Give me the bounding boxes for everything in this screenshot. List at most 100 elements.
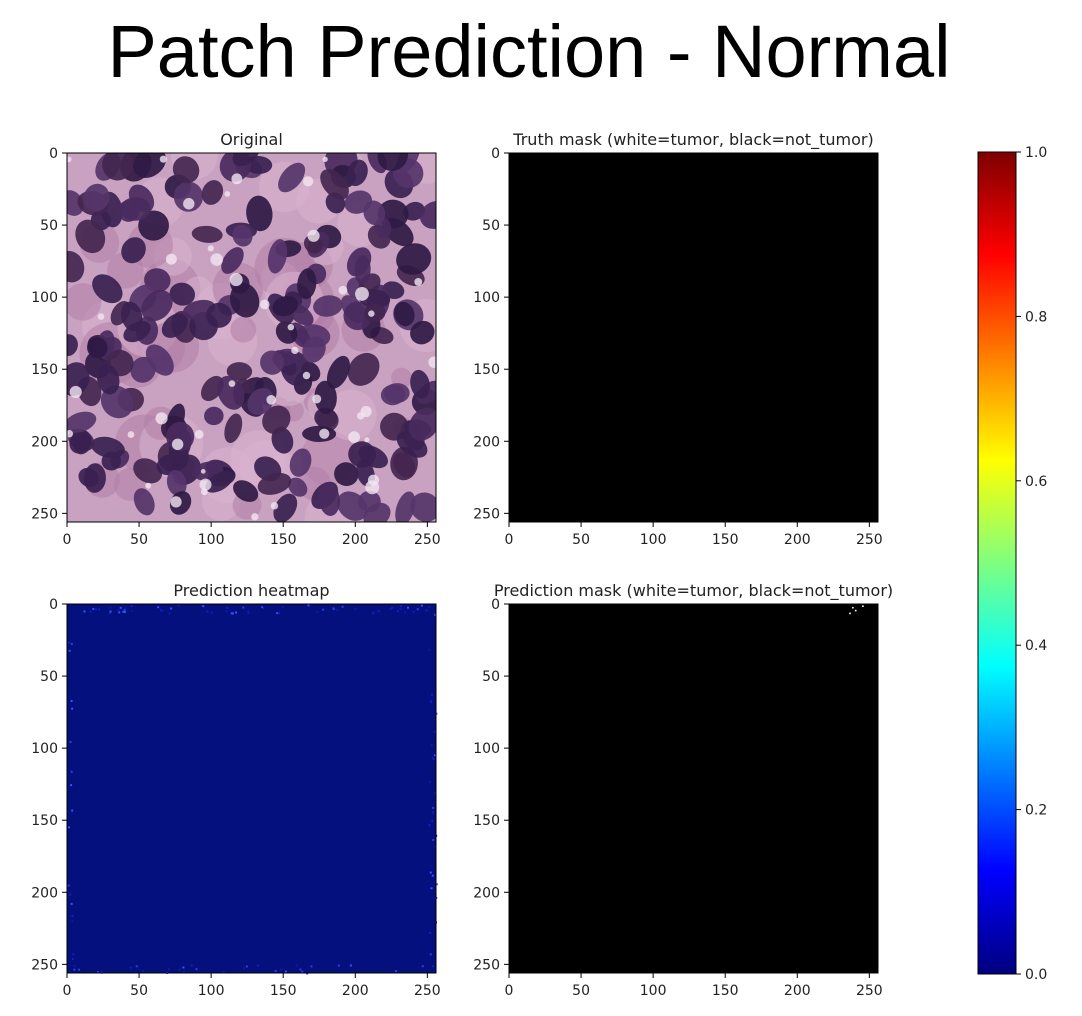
heatmap-speckle	[322, 608, 325, 611]
heatmap-speckle	[202, 605, 205, 608]
nucleus	[75, 219, 106, 254]
nucleus	[288, 477, 308, 497]
x-tick-label: 200	[342, 983, 369, 999]
mask-tumor-pixel	[854, 609, 857, 612]
heatmap-speckle	[230, 612, 233, 615]
nucleus	[260, 350, 285, 375]
heatmap-speckle	[70, 700, 73, 702]
heatmap-speckle	[279, 968, 282, 971]
nucleus	[130, 356, 156, 383]
heatmap-speckle	[131, 610, 134, 612]
heatmap-speckle	[299, 968, 302, 971]
y-tick-label: 250	[473, 957, 500, 973]
nucleus	[201, 375, 224, 402]
nucleus	[74, 434, 92, 455]
heatmap-speckle	[168, 612, 171, 615]
x-tick-label: 0	[63, 532, 72, 548]
heatmap-speckle	[396, 610, 399, 613]
heatmap-speckle	[123, 611, 126, 613]
nucleus	[313, 295, 343, 317]
membrane-gap	[259, 299, 270, 310]
heatmap-speckle	[307, 604, 310, 607]
heatmap-speckle	[182, 966, 185, 969]
nucleus	[257, 472, 292, 495]
nucleus	[67, 250, 85, 283]
heatmap-speckle	[92, 608, 95, 610]
heatmap-speckle	[429, 953, 432, 956]
nucleus	[201, 180, 224, 205]
heatmap-speckle	[435, 883, 438, 886]
y-tick-label: 150	[473, 362, 500, 378]
colorbar-tick-label: 0.0	[1025, 967, 1047, 983]
heatmap-speckle	[301, 970, 304, 973]
y-tick-label: 100	[473, 741, 500, 757]
nucleus	[395, 491, 416, 522]
x-tick-label: 100	[198, 983, 225, 999]
y-tick-label: 50	[482, 669, 500, 685]
nucleus	[161, 313, 188, 338]
heatmap-speckle	[434, 754, 436, 757]
truth-mask-image	[509, 153, 878, 522]
heatmap-speckle	[170, 607, 173, 610]
heatmap-speckle	[245, 965, 248, 968]
y-tick-label: 150	[31, 362, 58, 378]
x-tick-label: 200	[342, 532, 369, 548]
nucleus	[343, 301, 372, 331]
heatmap-speckle	[109, 611, 112, 614]
x-tick-label: 250	[856, 983, 883, 999]
nucleus	[90, 436, 125, 459]
heatmap-speckle	[399, 608, 402, 610]
y-tick-label: 250	[31, 957, 58, 973]
heatmap-speckle	[428, 824, 431, 827]
heatmap-speckle	[119, 606, 122, 609]
heatmap-speckle	[190, 964, 193, 967]
heatmap-speckle	[431, 756, 434, 759]
membrane-gap	[231, 173, 243, 185]
heatmap-speckle	[432, 806, 435, 809]
nucleus	[217, 375, 245, 410]
y-tick-label: 0	[49, 597, 58, 613]
heatmap-background	[67, 604, 436, 973]
membrane-gap	[67, 429, 74, 438]
nucleus	[246, 195, 273, 232]
heatmap-speckle	[412, 610, 415, 613]
nucleus	[394, 301, 415, 327]
nucleus	[87, 337, 108, 359]
nucleus	[67, 190, 84, 216]
nucleus	[83, 183, 110, 212]
nucleus	[191, 225, 223, 243]
membrane-gap	[338, 285, 348, 295]
y-tick-label: 200	[473, 885, 500, 901]
nucleus	[133, 488, 155, 516]
membrane-gap	[287, 323, 295, 331]
membrane-gap	[270, 502, 279, 510]
heatmap-speckle	[129, 966, 132, 969]
colorbar-tick-label: 0.2	[1025, 803, 1047, 819]
prediction-mask-image	[509, 604, 878, 973]
heatmap-speckle	[142, 970, 145, 973]
panel-title: Original	[220, 130, 283, 149]
membrane-gap	[266, 395, 277, 405]
heatmap-speckle	[371, 611, 374, 614]
colorbar-gradient	[977, 151, 1017, 975]
x-tick-label: 200	[784, 983, 811, 999]
heatmap-speckle	[89, 610, 92, 613]
membrane-gap	[322, 156, 328, 162]
nucleus	[393, 452, 416, 478]
heatmap-speckle	[71, 707, 74, 710]
membrane-gap	[165, 253, 177, 265]
nucleus	[96, 364, 120, 395]
nucleus	[102, 153, 134, 181]
x-tick-label: 100	[198, 532, 225, 548]
membrane-gap	[348, 431, 360, 443]
heatmap-speckle	[377, 610, 380, 613]
membrane-gap	[302, 371, 311, 380]
nucleus	[326, 355, 350, 389]
membrane-gap	[319, 428, 330, 439]
membrane-gap	[183, 198, 195, 210]
mask-tumor-pixel	[852, 606, 854, 609]
nucleus	[278, 162, 306, 193]
heatmap-speckle	[430, 744, 433, 747]
heatmap-speckle	[210, 611, 213, 614]
heatmap-speckle	[122, 610, 125, 613]
